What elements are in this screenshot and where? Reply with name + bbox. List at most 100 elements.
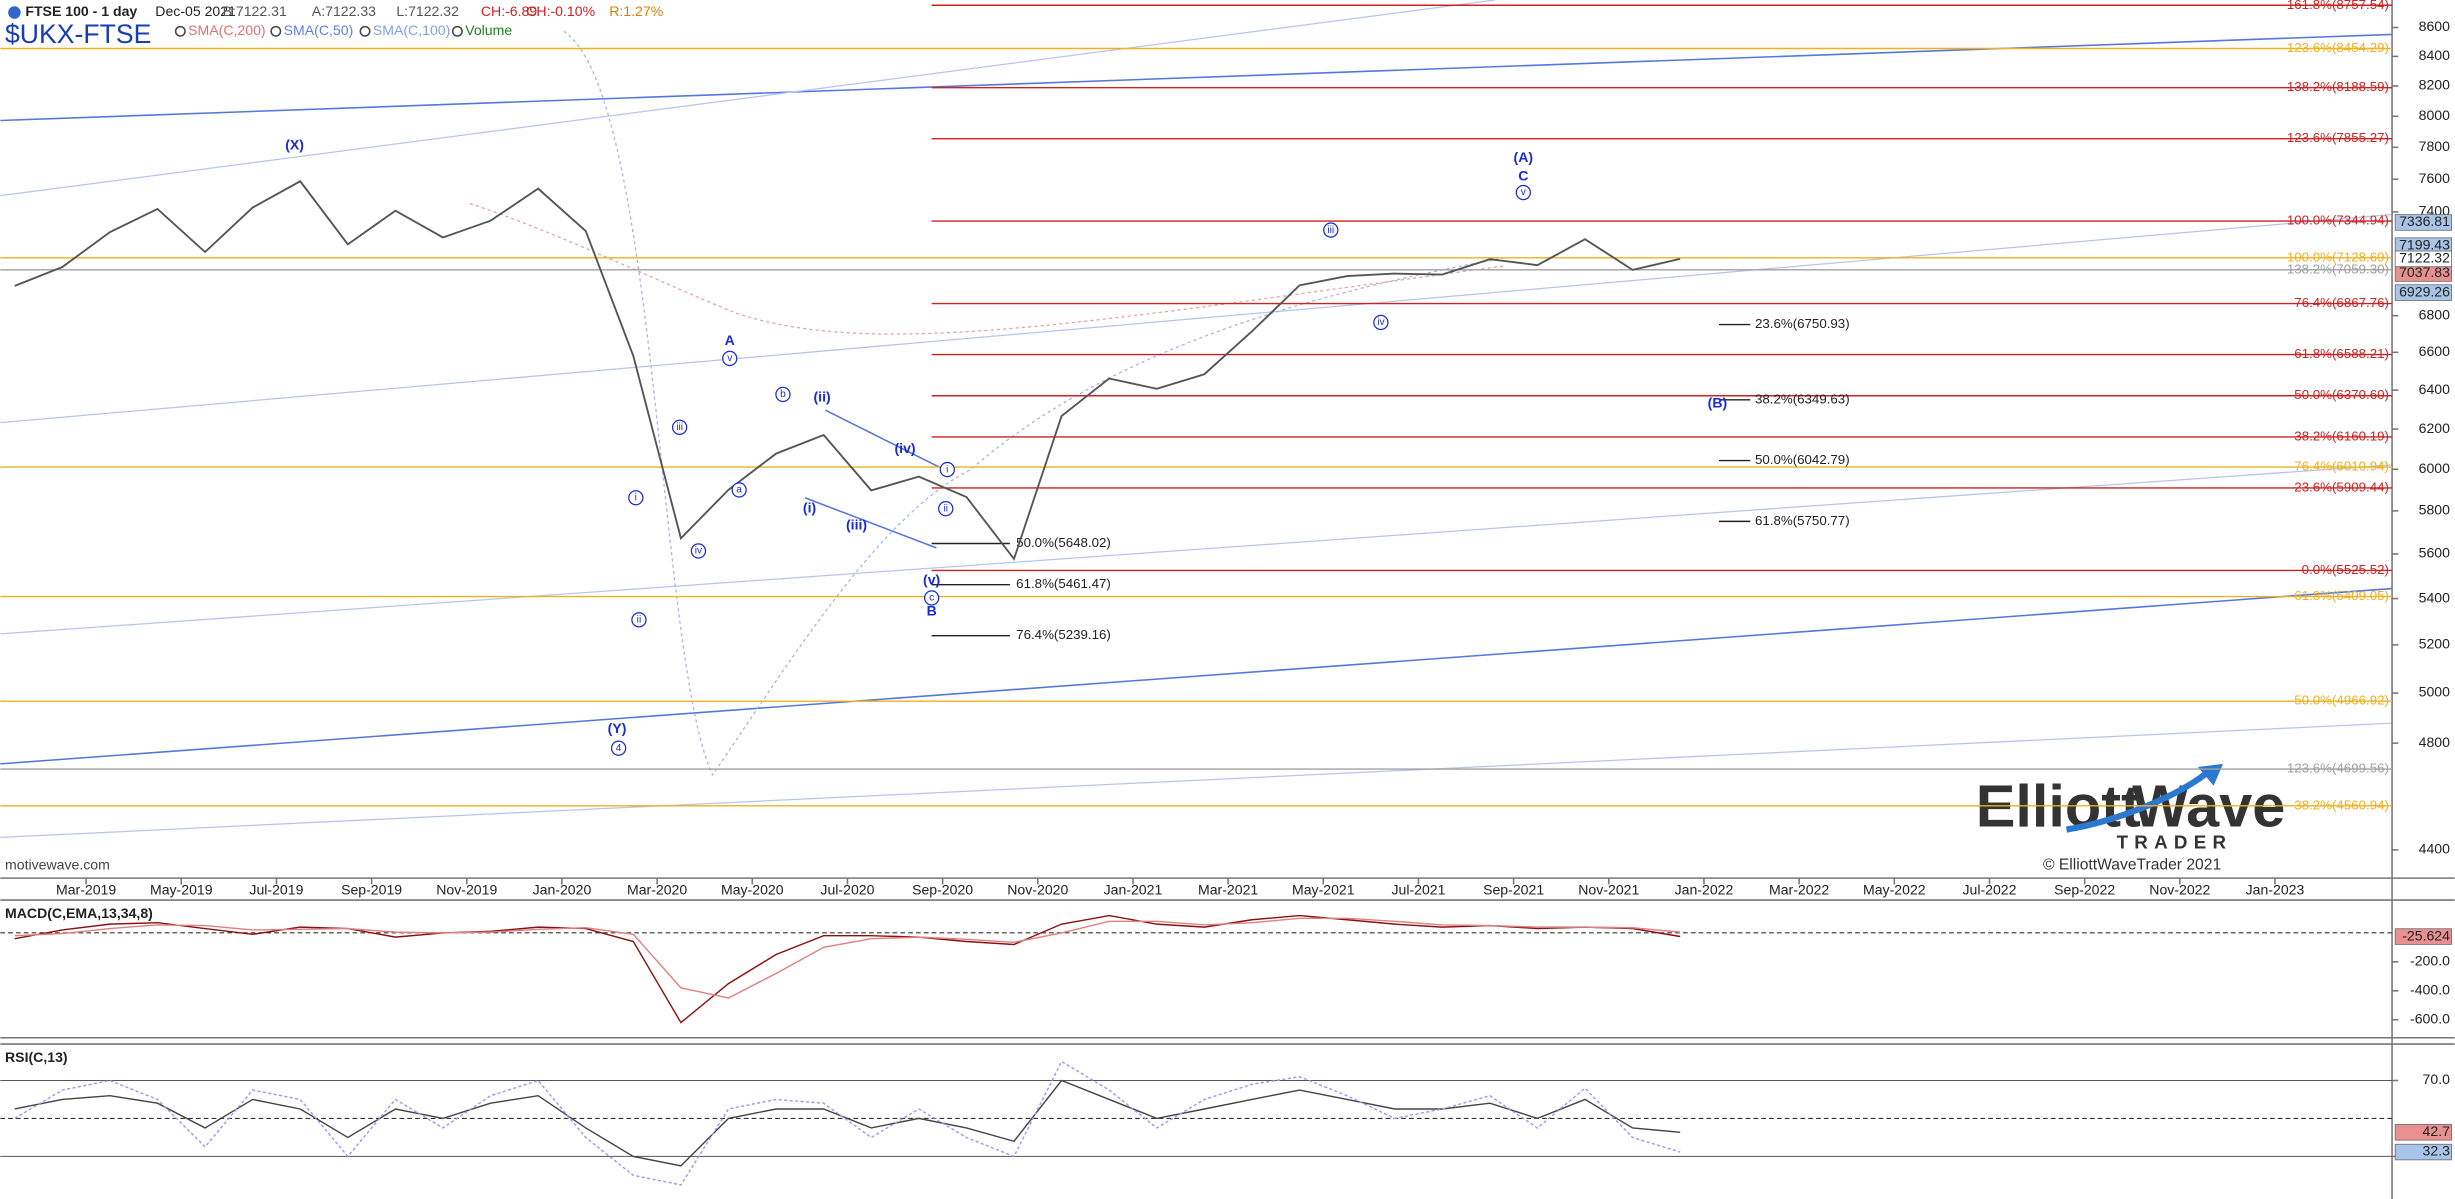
wave-label: C [1518, 168, 1528, 184]
wave-circle [631, 612, 647, 628]
wave-circle [671, 419, 688, 435]
wave-label: (A) [1514, 149, 1534, 165]
y-tick-label: 6200 [2419, 420, 2450, 436]
x-tick-label: Mar-2022 [1769, 881, 1829, 897]
x-tick-label: Jan-2021 [1104, 881, 1163, 897]
fib-label: 0.0%(5525.52) [2302, 562, 2389, 577]
x-tick-label: Mar-2019 [56, 881, 116, 897]
x-tick-label: Jul-2019 [249, 881, 303, 897]
y-tick-label: -600.0 [2410, 1010, 2450, 1026]
indicator-icon [451, 25, 463, 37]
x-tick-label: May-2022 [1863, 881, 1926, 897]
fib-label: 161.8%(8757.54) [2287, 0, 2389, 12]
quote-item: CH:-0.10% [526, 3, 595, 19]
channel-line [0, 213, 2393, 424]
wave-label: (iii) [846, 517, 867, 533]
price-tag-label: 7336.81 [2399, 213, 2450, 229]
wave-circle [690, 543, 707, 559]
wave-label: i [635, 492, 637, 503]
x-tick-label: May-2019 [150, 881, 213, 897]
watermark: motivewave.com [5, 856, 110, 872]
y-tick-label: 7600 [2419, 170, 2450, 186]
indicator-icon [359, 25, 371, 37]
channel-line [0, 0, 1496, 197]
indicator-icon [174, 25, 186, 37]
wave-circle [1515, 184, 1532, 201]
fib-label: 38.2%(6349.63) [1755, 391, 1850, 406]
x-tick-label: Jul-2020 [820, 881, 874, 897]
fib-label: 138.2%(8188.59) [2287, 79, 2389, 94]
y-tick-label: 8600 [2419, 18, 2450, 34]
price-tag [2394, 1124, 2452, 1141]
price-tag-label: 7122.32 [2399, 250, 2450, 266]
logo-swoosh [2065, 767, 2213, 833]
fib-label: 61.8%(5750.77) [1755, 513, 1850, 528]
y-tick-label: 6800 [2419, 306, 2450, 322]
fib-label: 100.0%(7128.69) [2287, 249, 2389, 264]
indicator-label: SMA(C,200) [188, 22, 265, 38]
fib-label: 61.8%(5409.05) [2294, 588, 2389, 603]
x-tick-label: Sep-2019 [341, 881, 402, 897]
symbol-icon [8, 6, 21, 19]
y-tick-label: -400.0 [2410, 982, 2450, 998]
y-tick-label: 6600 [2419, 343, 2450, 359]
wave-label: A [725, 332, 735, 348]
fib-label: 38.2%(4560.94) [2294, 797, 2389, 812]
wave-label: ii [637, 615, 642, 626]
fib-label: 61.8%(5461.47) [1016, 576, 1111, 591]
x-tick-label: Nov-2019 [436, 881, 497, 897]
x-tick-label: May-2021 [1292, 881, 1355, 897]
y-tick-label: 8400 [2419, 47, 2450, 63]
x-tick-label: Jan-2020 [533, 881, 592, 897]
fib-label: 23.6%(6750.93) [1755, 316, 1850, 331]
trendline [0, 587, 2393, 765]
price-tag-label: 7037.83 [2399, 264, 2450, 280]
x-tick-label: May-2020 [721, 881, 784, 897]
indicator-label: SMA(C,100) [373, 22, 450, 38]
price-tag-label: 6929.26 [2399, 283, 2450, 299]
y-tick-label: 5200 [2419, 636, 2450, 652]
x-tick-label: Mar-2020 [627, 881, 687, 897]
wave-circle [1373, 314, 1389, 331]
price-tag [2394, 284, 2452, 301]
y-tick-label: 5600 [2419, 545, 2450, 561]
fib-label: 50.0%(6370.60) [2294, 387, 2389, 402]
quote-item: A:7122.33 [312, 3, 376, 19]
wave-label: iv [1377, 317, 1385, 328]
logo-sub: TRADER [2117, 832, 2233, 853]
y-tick-label: 4400 [2419, 841, 2450, 857]
wave-circle [1323, 222, 1339, 238]
fib-label: 123.6%(8454.29) [2287, 40, 2389, 55]
wave-label: B [927, 603, 937, 619]
indicator-label: Volume [465, 22, 512, 38]
wave-label: ii [943, 503, 948, 514]
price-tag [2394, 1143, 2452, 1161]
wave-label: (i) [803, 499, 816, 515]
price-tag [2394, 928, 2452, 945]
fib-label: 76.4%(5239.16) [1016, 627, 1111, 642]
wave-label: a [736, 485, 742, 496]
quote-item: CH:-6.89 [481, 3, 538, 19]
y-tick-label: -200.0 [2410, 953, 2450, 969]
x-tick-label: Jan-2022 [1675, 881, 1734, 897]
fib-label: 123.6%(4699.56) [2287, 761, 2389, 776]
x-tick-label: Jan-2023 [2246, 881, 2305, 897]
indicator-line [14, 1079, 1681, 1167]
fib-label: 50.0%(5648.02) [1016, 535, 1111, 550]
wave-label: b [780, 389, 786, 400]
wave-label: (ii) [813, 388, 830, 404]
wave-label: iii [676, 422, 683, 433]
price-tag [2394, 250, 2452, 268]
wave-label: (iv) [894, 440, 915, 456]
indicator-line [14, 917, 1681, 999]
x-tick-label: Jul-2022 [1962, 881, 2016, 897]
fib-label: 38.2%(6160.19) [2294, 428, 2389, 443]
x-tick-label: Nov-2021 [1578, 881, 1639, 897]
indicator-line [14, 914, 1681, 1024]
price-tag-label: 42.7 [2423, 1123, 2451, 1139]
quote-item: B:7122.31 [223, 3, 287, 19]
sma-line [469, 202, 1504, 335]
